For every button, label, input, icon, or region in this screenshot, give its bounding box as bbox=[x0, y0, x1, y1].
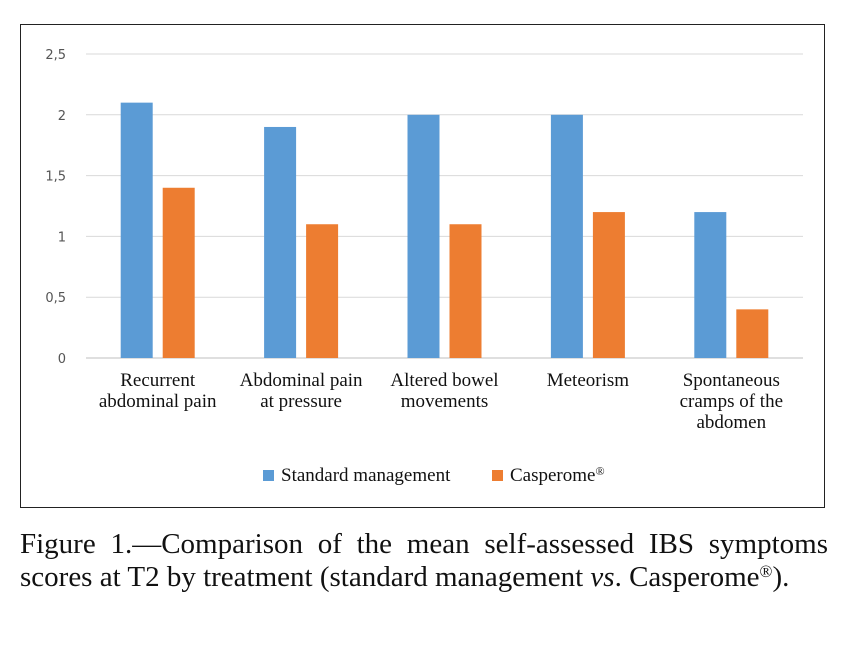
x-category-label: movements bbox=[401, 391, 489, 412]
x-category-label: Spontaneous bbox=[683, 370, 780, 391]
bar-standard bbox=[550, 114, 583, 358]
y-axis-ticks: 0 0,5 1 1,5 2 2,5 bbox=[45, 48, 66, 367]
x-category-label: cramps of the bbox=[680, 391, 783, 412]
bar-casperome bbox=[162, 187, 195, 358]
legend-label: Standard management bbox=[281, 465, 451, 486]
y-tick-label: 2 bbox=[58, 109, 66, 124]
legend: Standard management Casperome® bbox=[263, 464, 605, 486]
caption-prefix: Figure 1.—Comparison of the mean self-as… bbox=[20, 528, 828, 593]
bar-casperome bbox=[736, 309, 769, 358]
caption-middle: . Casperome bbox=[614, 561, 760, 593]
figure-caption: Figure 1.—Comparison of the mean self-as… bbox=[20, 528, 828, 594]
x-category-label: Altered bowel bbox=[390, 370, 498, 391]
x-category-label: at pressure bbox=[260, 391, 342, 412]
y-tick-label: 0,5 bbox=[45, 291, 66, 306]
legend-label: Casperome® bbox=[510, 464, 605, 486]
y-tick-label: 1 bbox=[58, 230, 66, 245]
gridlines bbox=[86, 53, 803, 359]
y-tick-label: 2,5 bbox=[45, 48, 66, 63]
caption-suffix: ). bbox=[772, 561, 790, 593]
x-category-label: Meteorism bbox=[547, 370, 630, 391]
bar-casperome bbox=[306, 224, 339, 358]
caption-registered-mark: ® bbox=[759, 562, 773, 581]
caption-vs: vs bbox=[590, 561, 615, 593]
bars bbox=[120, 102, 769, 359]
legend-swatch bbox=[492, 470, 503, 481]
bar-standard bbox=[264, 126, 297, 359]
legend-swatch bbox=[263, 470, 274, 481]
bar-casperome bbox=[449, 224, 482, 358]
bar-casperome bbox=[592, 212, 625, 358]
y-tick-label: 0 bbox=[58, 352, 66, 367]
bar-standard bbox=[120, 102, 153, 358]
x-category-label: Abdominal pain bbox=[240, 370, 363, 391]
x-category-label: Recurrent bbox=[120, 370, 196, 391]
x-category-label: abdomen bbox=[696, 412, 766, 433]
bar-standard bbox=[694, 212, 727, 358]
chart-frame: 0 0,5 1 1,5 2 2,5 Recurrent abdominal pain Abdo… bbox=[20, 24, 825, 508]
x-category-label: abdominal pain bbox=[99, 391, 217, 412]
y-tick-label: 1,5 bbox=[45, 170, 66, 185]
bar-standard bbox=[407, 114, 440, 358]
